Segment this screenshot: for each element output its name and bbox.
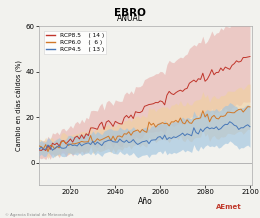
Legend: RCP8.5    ( 14 ), RCP6.0    (  6 ), RCP4.5    ( 13 ): RCP8.5 ( 14 ), RCP6.0 ( 6 ), RCP4.5 ( 13…: [44, 31, 106, 54]
Text: EBRO: EBRO: [114, 8, 146, 18]
Text: ANUAL: ANUAL: [117, 14, 143, 23]
Text: AEmet: AEmet: [216, 204, 242, 210]
Y-axis label: Cambio en días cálidos (%): Cambio en días cálidos (%): [16, 60, 23, 151]
Text: © Agencia Estatal de Meteorología: © Agencia Estatal de Meteorología: [5, 213, 74, 217]
X-axis label: Año: Año: [138, 197, 153, 206]
